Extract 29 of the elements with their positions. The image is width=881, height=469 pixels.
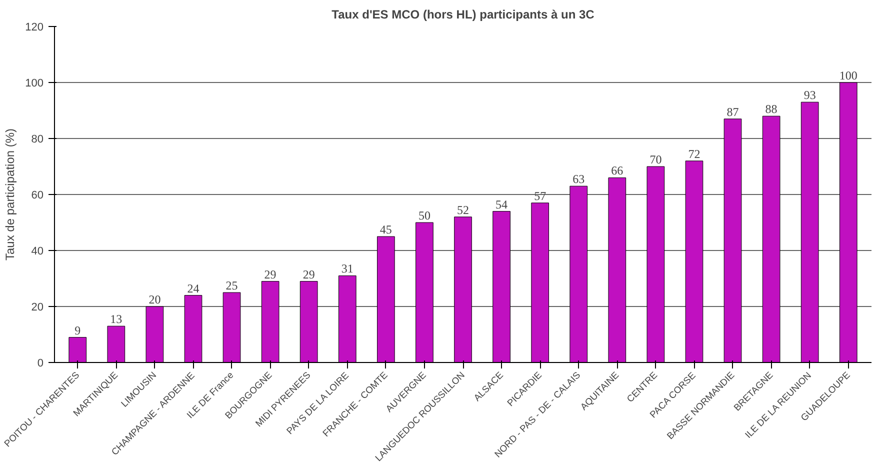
data-label: 66 xyxy=(611,164,624,178)
data-label: 54 xyxy=(496,197,508,212)
data-label: 63 xyxy=(572,172,585,186)
data-label: 25 xyxy=(226,278,238,292)
data-label: 24 xyxy=(187,281,200,296)
data-label: 50 xyxy=(418,208,430,222)
data-label: 31 xyxy=(341,262,354,276)
data-label: 100 xyxy=(839,68,858,82)
y-tick-label: 20 xyxy=(31,302,44,314)
data-label: 13 xyxy=(110,312,122,326)
data-label: 29 xyxy=(264,267,276,282)
data-label: 88 xyxy=(765,102,778,116)
y-tick-label: 40 xyxy=(31,246,44,258)
y-axis-title: Taux de participation (%) xyxy=(3,128,18,261)
y-tick-label: 80 xyxy=(31,134,44,146)
data-label: 29 xyxy=(302,267,315,282)
data-label: 45 xyxy=(380,222,392,236)
data-label: 93 xyxy=(804,88,816,102)
y-tick-label: 60 xyxy=(31,190,44,202)
y-tick-label: 100 xyxy=(25,78,44,90)
data-label: 20 xyxy=(148,292,161,306)
data-label: 52 xyxy=(457,202,469,217)
data-label: 72 xyxy=(688,146,700,161)
data-label: 87 xyxy=(726,104,739,119)
y-tick-label: 0 xyxy=(37,358,44,370)
data-label: 70 xyxy=(650,152,662,166)
data-label: 9 xyxy=(74,323,81,338)
chart-title: Taux d'ES MCO (hors HL) participants à un 3C xyxy=(332,8,595,22)
y-tick-label: 120 xyxy=(25,22,44,34)
